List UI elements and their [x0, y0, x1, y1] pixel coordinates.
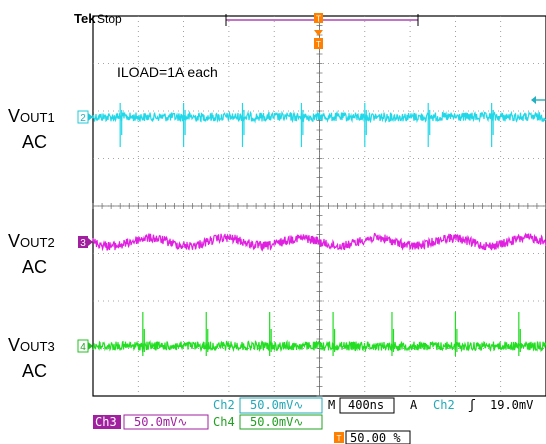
svg-text:50.0mV∿: 50.0mV∿ [250, 415, 303, 429]
svg-text:AC: AC [22, 257, 47, 277]
trace-spike [332, 312, 336, 356]
trigger-position-readout: T 50.00 % [334, 430, 411, 444]
channel-label-vout1: VOUT1 AC [8, 106, 55, 152]
svg-text:Ch3: Ch3 [95, 415, 117, 429]
ch3-readout: Ch3 50.0mV∿ [93, 414, 209, 430]
acquisition-status: Stop [97, 12, 122, 26]
svg-text:T: T [337, 434, 342, 443]
channel-label-vout2: VOUT2 AC [8, 231, 55, 277]
trace-spike [205, 312, 209, 356]
svg-text:T: T [316, 15, 321, 24]
trace-vout2-ac [92, 232, 546, 252]
trace-spike [142, 312, 145, 356]
trace-spike [391, 312, 395, 356]
svg-text:VOUT3: VOUT3 [8, 335, 55, 355]
ch3-ground-marker[interactable]: 3 [78, 236, 93, 249]
trace-vout3-ac [92, 339, 546, 353]
svg-text:Ch4: Ch4 [213, 415, 235, 429]
trigger-level-marker[interactable] [531, 96, 545, 104]
svg-text:AC: AC [22, 132, 47, 152]
trace-spike [300, 103, 304, 147]
svg-text:A: A [410, 398, 418, 412]
trace-spike [364, 103, 367, 147]
waveform-traces [92, 103, 546, 356]
trigger-position-marker[interactable]: T T [314, 13, 323, 49]
ch2-ground-marker[interactable]: 2 [77, 110, 93, 124]
trace-spike [269, 312, 272, 356]
timebase-readout: M 400ns [328, 397, 395, 414]
ch2-readout: Ch2 50.0mV∿ [213, 397, 323, 414]
trace-spike [491, 103, 494, 147]
trace-spike [518, 312, 521, 356]
ch4-ground-marker[interactable]: 4 [77, 339, 93, 353]
channel-label-vout3: VOUT3 AC [8, 335, 55, 381]
brand-label: Tek [74, 11, 96, 26]
svg-text:3: 3 [80, 238, 86, 249]
ch4-readout: Ch4 50.0mV∿ [213, 414, 323, 430]
trace-vout1-ac [92, 110, 546, 124]
svg-text:50.0mV∿: 50.0mV∿ [134, 415, 187, 429]
load-annotation: ILOAD=1A each [117, 64, 218, 80]
svg-text:19.0mV: 19.0mV [490, 398, 533, 412]
svg-text:VOUT2: VOUT2 [8, 231, 55, 251]
svg-text:4: 4 [80, 342, 86, 353]
trace-spike [454, 312, 458, 356]
graticule [92, 15, 546, 397]
trigger-readout: A Ch2 ʃ 19.0mV [410, 398, 533, 413]
svg-text:50.0mV∿: 50.0mV∿ [250, 398, 303, 412]
svg-text:400ns: 400ns [348, 398, 384, 412]
svg-text:T: T [316, 40, 321, 49]
trace-spike [183, 103, 186, 147]
svg-text:ʃ: ʃ [468, 398, 476, 413]
trace-spike [241, 103, 245, 147]
trace-spike [427, 103, 431, 147]
svg-text:AC: AC [22, 361, 47, 381]
svg-text:M: M [328, 398, 335, 412]
svg-text:Ch2: Ch2 [213, 398, 235, 412]
trace-spike [119, 103, 123, 147]
svg-text:Ch2: Ch2 [433, 398, 455, 412]
svg-text:VOUT1: VOUT1 [8, 106, 55, 126]
svg-text:50.00 %: 50.00 % [350, 431, 401, 444]
svg-text:2: 2 [80, 113, 86, 124]
